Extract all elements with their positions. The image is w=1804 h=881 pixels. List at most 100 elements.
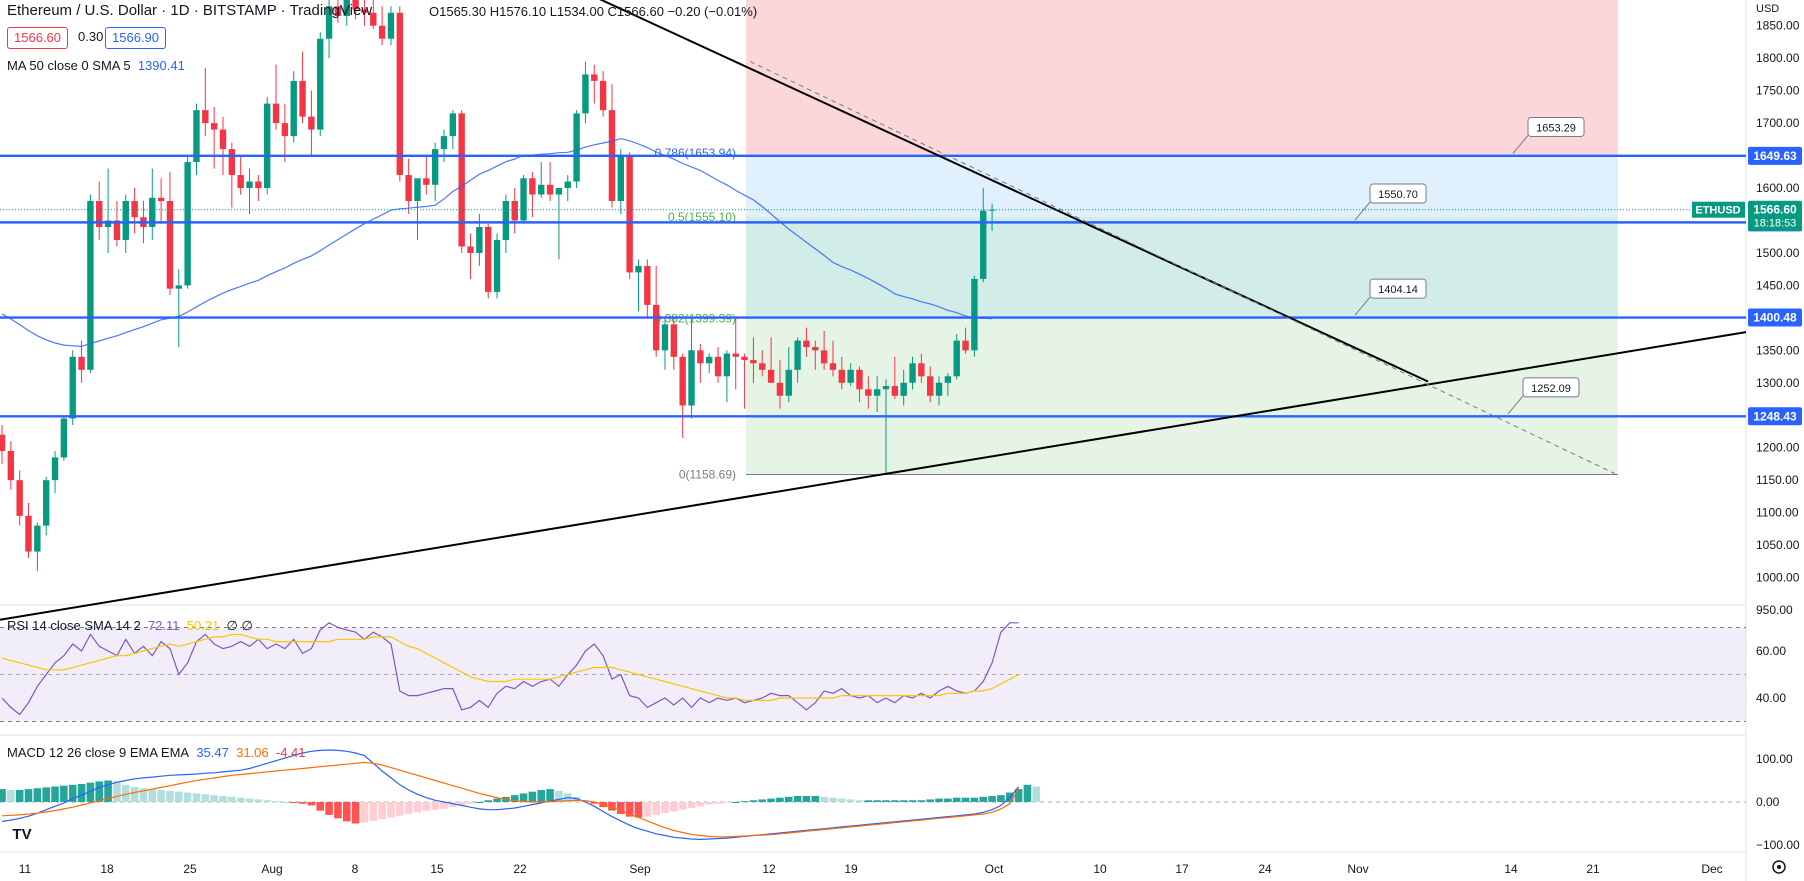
macd-histogram-bar [714,802,722,804]
rsi-sma-value: 50.21 [186,618,220,633]
macd-histogram-bar [360,802,369,823]
macd-histogram-bar [723,802,731,803]
tradingview-logo-icon[interactable]: TV [8,820,36,848]
callout-box [1522,377,1580,398]
candle-body [785,369,792,396]
macd-histogram-bar [316,802,325,811]
price-tick-label: 1800.00 [1756,51,1800,65]
macd-histogram-bar [891,800,899,802]
macd-histogram-bar [484,800,492,802]
candle-body [591,74,598,81]
time-tick-label: 21 [1586,862,1600,876]
macd-histogram-bar [670,802,678,812]
rsi-extra-value: ∅ ∅ [226,618,253,633]
candle-body [193,110,200,163]
rsi-value: 72.11 [147,618,180,633]
sell-price-box[interactable]: 1566.60 [7,27,68,49]
rsi-legend[interactable]: RSI 14 close SMA 14 2 72.11 50.21 ∅ ∅ [7,618,253,634]
macd-histogram-bar [7,789,15,802]
macd-histogram-bar [351,802,360,824]
candle-body [237,175,244,189]
callout-pointer [1354,201,1371,221]
rsi-tick-label: 40.00 [1756,691,1786,705]
time-tick-label: 18 [100,862,114,876]
candle-body [104,220,112,227]
time-tick-label: 14 [1504,862,1518,876]
macd-histogram-bar [449,802,457,808]
candle-body [759,363,766,370]
candle-body [325,6,333,39]
settings-gear-icon[interactable] [1772,860,1786,874]
candle-body [0,434,6,451]
symbol-label: ETHUSD [1695,205,1740,217]
macd-histogram-bar [396,802,404,816]
candle-body [467,246,474,253]
candle-body [414,178,421,202]
candle-body [599,80,607,111]
candle-body [405,175,412,202]
candle-body [423,178,430,185]
candle-body [829,363,837,370]
ma-legend[interactable]: MA 50 close 0 SMA 5 1390.41 [7,58,185,73]
candle-body [900,382,907,396]
candle-body [308,116,315,130]
macd-histogram-bar [0,789,6,802]
time-tick-label: Dec [1701,862,1722,876]
candles [0,0,996,572]
price-tick-label: 1200.00 [1756,441,1800,455]
candle-body [882,386,890,390]
macd-histogram-bar [431,802,439,810]
candle-body [582,74,589,114]
candle-body [750,360,757,364]
candle-body [96,201,103,227]
macd-histogram-bar [183,792,192,802]
macd-histogram-bar [68,784,77,802]
callout-pointer [1512,135,1529,154]
candle-body [34,525,41,552]
candle-body [210,123,218,130]
candle-body [617,155,624,202]
ma-legend-value: 1390.41 [137,58,185,73]
macd-histogram-bar [784,796,793,802]
macd-histogram-bar [811,795,820,802]
candle-body [865,389,872,396]
price-tick-label: 1600.00 [1756,181,1800,195]
candle-body [113,220,121,240]
candle-body [334,6,342,16]
macd-histogram-bar [228,796,236,802]
macd-legend[interactable]: MACD 12 26 close 9 EMA EMA 35.47 31.06 -… [7,745,306,760]
price-tick-label: 1350.00 [1756,343,1800,357]
macd-histogram-bar [643,802,652,817]
price-tick-label: 1150.00 [1756,473,1799,487]
candle-body [546,184,554,195]
macd-histogram-bar [130,786,139,802]
candle-body [149,197,156,227]
macd-histogram-bar [466,802,475,804]
macd-histogram-bar [944,798,952,802]
buy-price-box[interactable]: 1566.90 [105,27,166,49]
macd-histogram-bar [272,801,280,803]
candle-body [706,356,713,364]
macd-signal-line [1,761,1020,838]
stop-loss-zone [746,0,1618,156]
macd-histogram-bar [245,798,254,802]
candle-body [529,178,536,195]
macd-histogram-bar [236,797,245,802]
macd-histogram-bar [625,802,634,817]
level-price-label: 1248.43 [1753,409,1797,423]
macd-histogram-bar [961,797,970,802]
price-tick-label: 1500.00 [1756,246,1800,260]
macd-histogram-bar [493,798,501,802]
macd-histogram-bar [952,797,961,802]
candle-body [962,340,969,351]
candle-body [803,340,810,348]
descending-trendline [599,0,1429,383]
macd-histogram-bar [342,802,351,822]
macd-histogram-bar [95,781,104,802]
callout-label: 1550.70 [1378,189,1418,201]
time-tick-label: 17 [1175,862,1189,876]
macd-histogram-bar [440,802,448,809]
macd-histogram-bar [157,789,165,802]
macd-histogram-bar [219,795,227,802]
